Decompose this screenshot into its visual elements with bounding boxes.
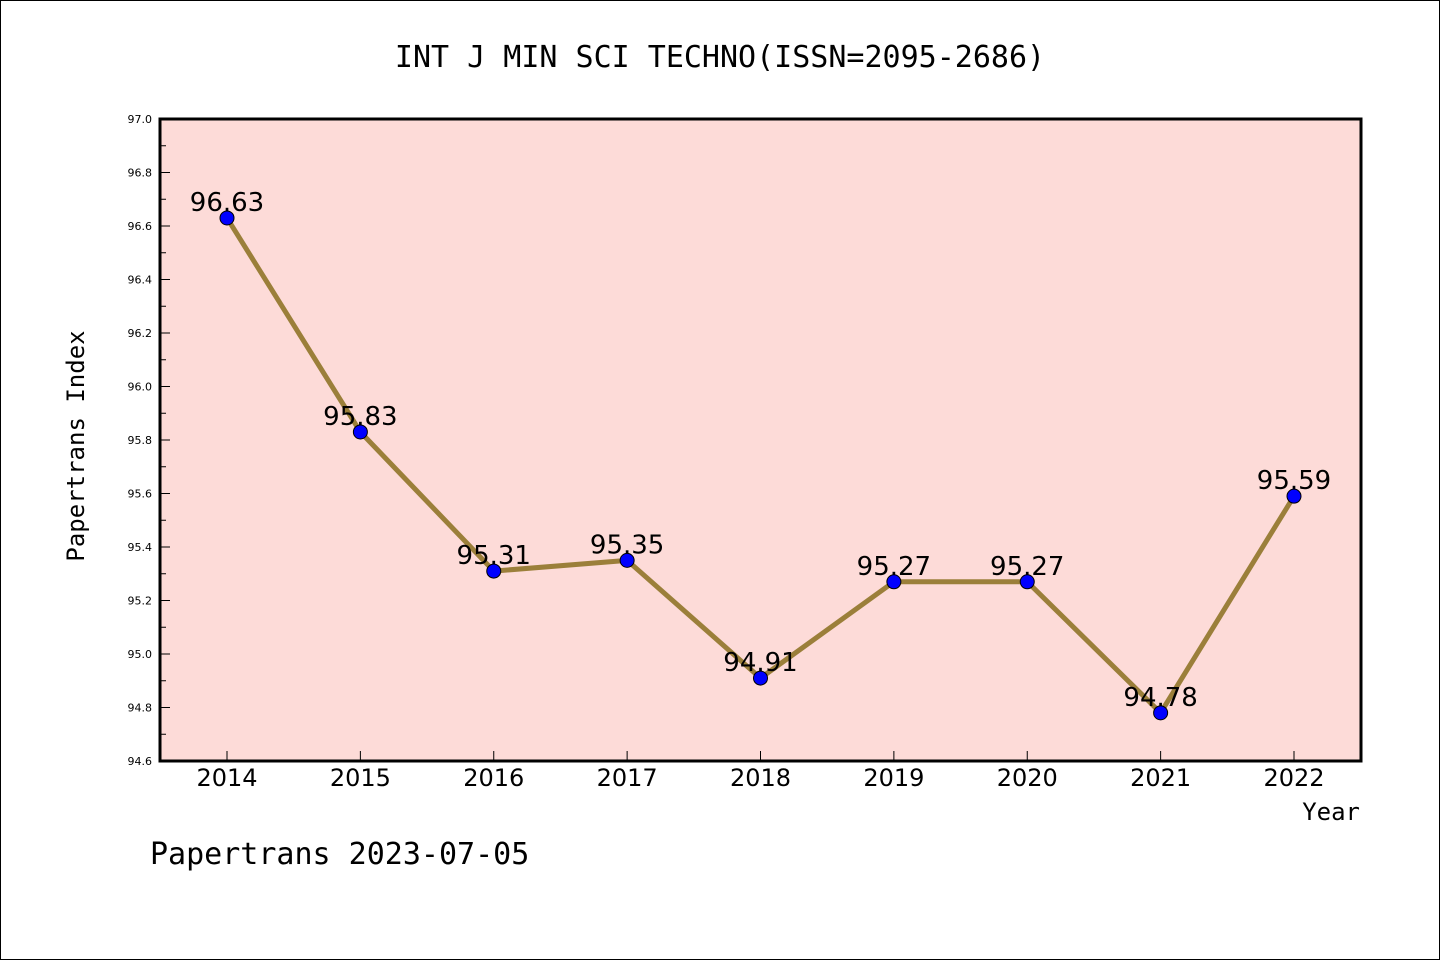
data-label: 94.78 (1123, 683, 1197, 713)
y-tick-label: 96.8 (128, 167, 153, 180)
data-point (886, 574, 902, 590)
plot-area (158, 117, 1363, 763)
x-tick-label: 2018 (730, 764, 791, 792)
data-point (352, 424, 368, 440)
x-axis-label: Year (1302, 798, 1360, 826)
data-point (753, 670, 768, 686)
data-point (1019, 574, 1035, 590)
y-axis: 94.6 94.8 95.0 95.2 95.4 95.6 95.8 96.0 96.2 96.4… (128, 113, 170, 768)
data-label: 95.27 (990, 552, 1064, 582)
x-axis: 2014 2015 2016 2017 2018 2019 2020 2021 2022 (196, 751, 1325, 792)
y-axis-label: Papertrans Index (62, 330, 90, 561)
y-tick-label: 95.8 (128, 434, 153, 447)
y-tick-label: 95.0 (128, 648, 153, 661)
x-tick-label: 2019 (863, 764, 924, 792)
x-tick-label: 2022 (1263, 764, 1324, 792)
data-label: 96.63 (190, 188, 264, 218)
data-point (219, 210, 235, 226)
y-tick-label: 95.6 (128, 488, 153, 501)
data-label: 95.59 (1257, 466, 1331, 496)
data-label: 95.31 (457, 541, 531, 571)
y-tick-label: 96.6 (128, 220, 153, 233)
data-point (619, 552, 635, 568)
x-tick-label: 2020 (997, 764, 1058, 792)
x-tick-label: 2014 (196, 764, 257, 792)
chart-title: INT J MIN SCI TECHNO(ISSN=2095-2686) (395, 40, 1045, 75)
footer-text: Papertrans 2023-07-05 (150, 837, 529, 872)
x-tick-label: 2021 (1130, 764, 1191, 792)
y-tick-label: 96.4 (128, 274, 153, 287)
data-label: 95.83 (323, 402, 397, 432)
data-point (1153, 705, 1169, 721)
data-label: 95.27 (857, 552, 931, 582)
x-tick-label: 2016 (463, 764, 524, 792)
data-point (486, 563, 502, 579)
data-label: 95.35 (590, 530, 664, 560)
y-tick-label: 94.8 (128, 702, 153, 715)
y-tick-label: 95.4 (128, 541, 153, 554)
y-tick-label: 95.2 (128, 595, 153, 608)
x-tick-label: 2015 (330, 764, 391, 792)
y-tick-label: 94.6 (128, 755, 153, 768)
y-tick-label: 96.0 (128, 381, 153, 394)
y-tick-label: 96.2 (128, 327, 153, 340)
y-tick-label: 97.0 (128, 113, 153, 126)
series-layer (219, 210, 1302, 721)
data-point (1286, 488, 1302, 504)
data-label: 94.91 (723, 648, 797, 678)
data-labels: 96.63 95.83 95.31 95.35 94.91 95.27 95.27 94.78… (190, 188, 1331, 713)
x-tick-label: 2017 (597, 764, 658, 792)
